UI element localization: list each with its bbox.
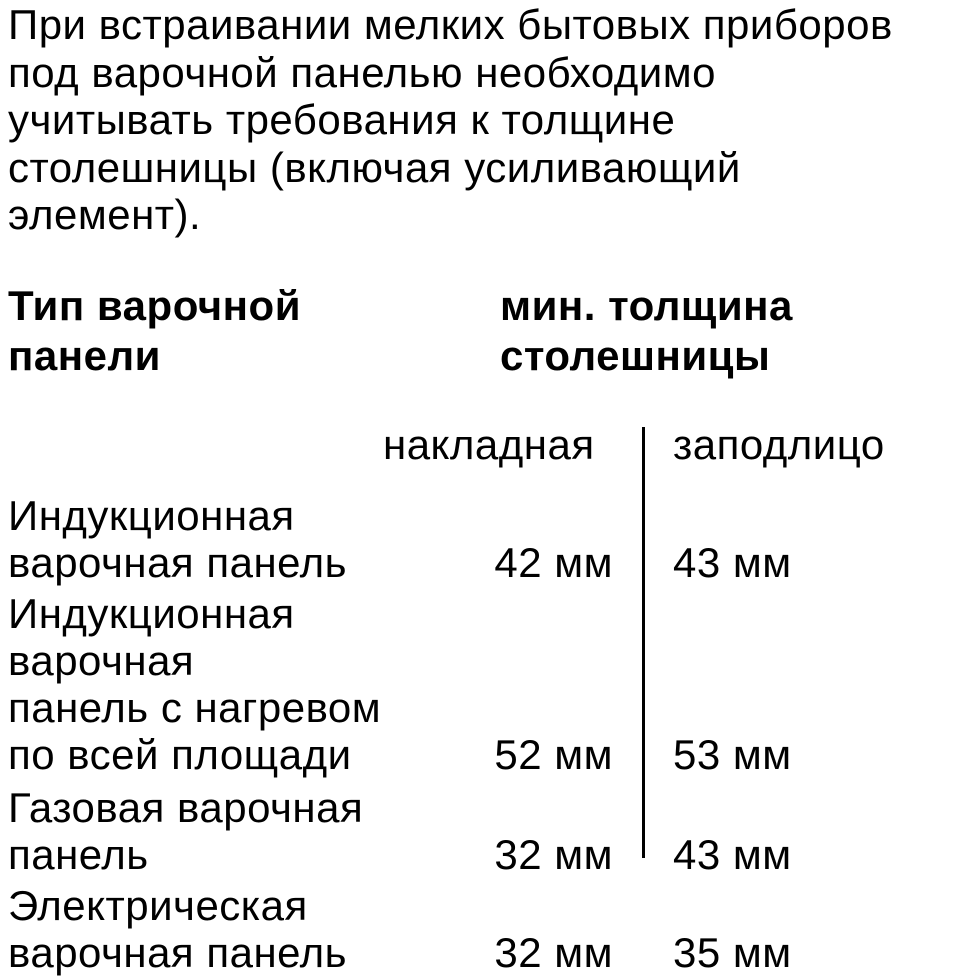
table-header-hob-type: Тип варочной панели	[8, 281, 302, 379]
surface-mounted-value: 32 мм	[494, 830, 613, 878]
manual-page: При встраивании мелких бытовых приборов …	[8, 1, 970, 976]
subheader-empty-cell	[8, 421, 383, 468]
table-row: Газовая варочная панель 32 мм 43 мм	[8, 784, 970, 878]
surface-mounted-value: 32 мм	[494, 928, 613, 976]
table-header-min-thickness: мин. толщина столешницы	[500, 281, 793, 379]
hob-type-label: Индукционная варочная панель с нагревом …	[8, 589, 382, 778]
hob-type-label: Газовая варочная панель	[8, 783, 364, 878]
flush-mounted-value: 53 мм	[673, 730, 792, 778]
column-divider-line	[642, 427, 645, 858]
flush-mounted-value: 43 мм	[673, 830, 792, 878]
table-subheader-row: накладная заподлицо	[8, 421, 970, 468]
table-header-row: Тип варочной панели мин. толщина столешн…	[8, 281, 970, 381]
surface-mounted-value: 42 мм	[494, 538, 613, 586]
table-row: Индукционная варочная панель 42 мм 43 мм	[8, 492, 970, 586]
intro-paragraph: При встраивании мелких бытовых приборов …	[8, 1, 893, 238]
surface-mounted-value: 52 мм	[494, 730, 613, 778]
column-header-surface-mounted: накладная	[383, 420, 595, 468]
table-row: Электрическая варочная панель 32 мм 35 м…	[8, 882, 970, 976]
flush-mounted-value: 43 мм	[673, 538, 792, 586]
table-row: Индукционная варочная панель с нагревом …	[8, 590, 970, 778]
flush-mounted-value: 35 мм	[673, 928, 792, 976]
column-header-flush-mounted: заподлицо	[673, 420, 885, 468]
hob-type-label: Индукционная варочная панель	[8, 491, 347, 586]
hob-type-label: Электрическая варочная панель	[8, 881, 347, 976]
